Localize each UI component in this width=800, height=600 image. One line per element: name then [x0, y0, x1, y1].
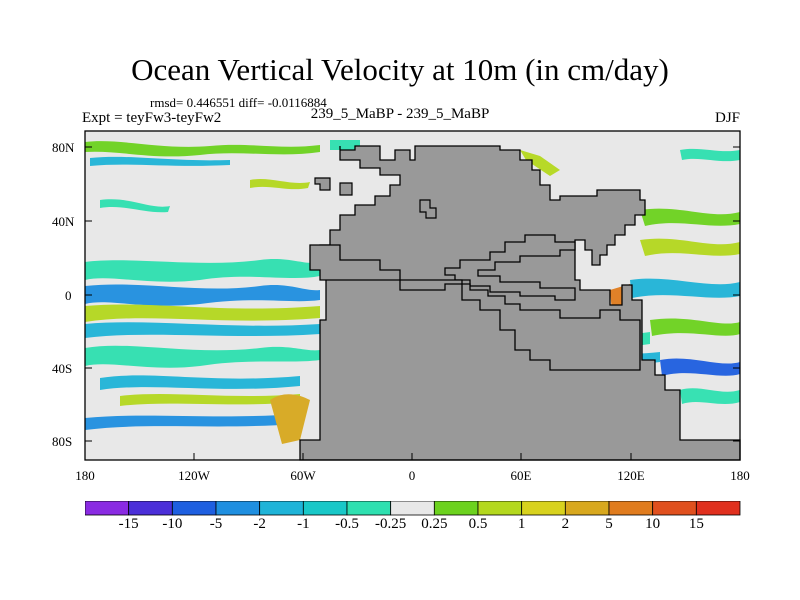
- colorbar-label: -15: [118, 516, 139, 532]
- colorbar-label: -5: [209, 516, 223, 532]
- season-label: DJF: [714, 110, 740, 126]
- colorbar-label: -0.25: [375, 516, 407, 532]
- lon-label: 60W: [290, 468, 316, 483]
- map-title: Ocean Vertical Velocity at 10m (in cm/da…: [131, 52, 669, 87]
- experiment-label: Expt = teyFw3-teyFw2: [82, 110, 222, 126]
- island-n: [339, 182, 353, 196]
- colorbar-label: -2: [253, 516, 266, 532]
- land-mass-atlantic: [309, 244, 641, 371]
- lat-label: 40S: [52, 361, 73, 376]
- colorbar-box: [564, 501, 610, 516]
- colorbar-label: -10: [162, 516, 183, 532]
- lat-label: 0: [65, 288, 72, 303]
- colorbar-box: [128, 501, 173, 516]
- colorbar-label: 5: [605, 516, 613, 532]
- colorbar-box: [390, 501, 435, 516]
- colorbar-box: [521, 501, 566, 516]
- colorbar-box: [608, 501, 654, 516]
- lon-label: 60E: [510, 468, 532, 483]
- lon-label: 180: [75, 468, 95, 483]
- colorbar-box: [171, 501, 217, 516]
- land-mass-main: [299, 145, 741, 461]
- period-label: 239_5_MaBP - 239_5_MaBP: [310, 106, 490, 122]
- colorbar-box: [215, 501, 261, 516]
- lat-label: 40N: [52, 214, 75, 229]
- colorbar-label: -0.5: [335, 516, 359, 532]
- lon-label: 0: [408, 468, 416, 483]
- colorbar-label: -1: [297, 516, 310, 532]
- colorbar-label: 1: [517, 516, 526, 532]
- land-mass-inner: [444, 234, 576, 301]
- colorbar-box: [477, 501, 523, 516]
- lon-label: 180: [730, 468, 750, 483]
- lon-label: 120W: [178, 468, 210, 483]
- island-ne: [419, 199, 437, 219]
- lat-label: 80N: [52, 140, 75, 155]
- colorbar-box: [302, 501, 348, 516]
- colorbar-label: 0.5: [468, 516, 488, 532]
- colorbar-box: [259, 501, 304, 516]
- colorbar-label: 10: [645, 516, 661, 532]
- colorbar-box: [695, 501, 741, 516]
- colorbar-box: [346, 501, 392, 516]
- colorbar-box: [652, 501, 697, 516]
- lon-label: 120E: [617, 468, 645, 483]
- colorbar-box: [433, 501, 479, 516]
- colorbar-label: 15: [688, 516, 704, 532]
- island-nw: [314, 177, 331, 191]
- stats-text: rmsd= 0.446551 diff= -0.0116884: [150, 95, 327, 110]
- colorbar-label: 2: [561, 516, 570, 532]
- colorbar: [85, 501, 741, 516]
- colorbar-label: 0.25: [421, 516, 448, 532]
- lat-label: 80S: [52, 434, 73, 449]
- colorbar-box: [85, 501, 130, 516]
